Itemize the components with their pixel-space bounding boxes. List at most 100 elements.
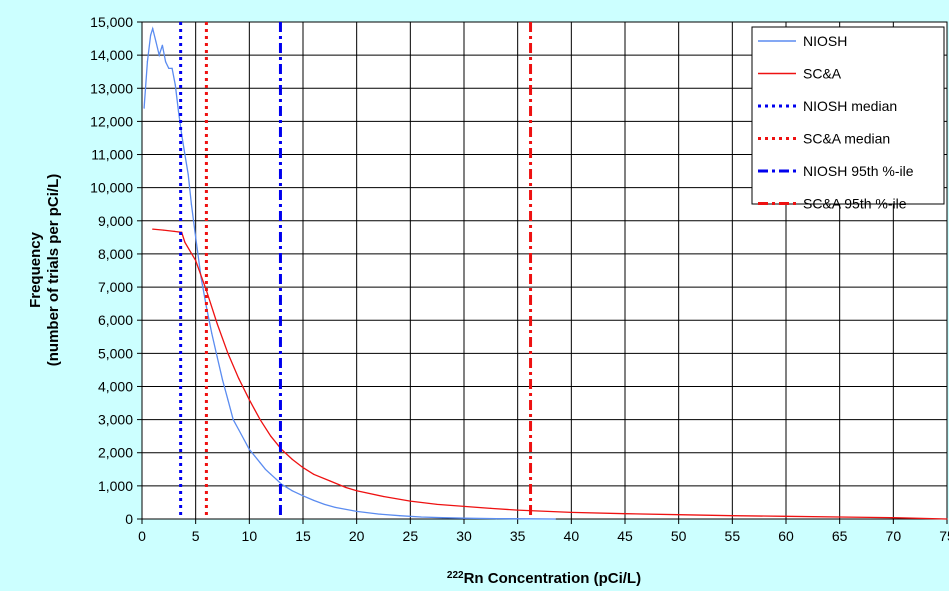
series-niosh-point (291, 490, 293, 492)
legend-label-niosh-median: NIOSH median (803, 98, 897, 114)
series-scanda-point (382, 495, 385, 498)
y-axis-ticks: 0 1,000 2,000 3,000 4,000 5,000 6,000 7,000 8,00… (90, 14, 142, 527)
series-niosh-point (313, 499, 315, 502)
series-scanda-point (313, 473, 315, 475)
series-niosh-point (174, 84, 176, 86)
y-tick-label: 2,000 (98, 445, 133, 461)
y-tick-label: 15,000 (90, 14, 133, 30)
series-scanda-point (624, 513, 626, 515)
series-niosh-point (527, 518, 530, 520)
series-scanda-point (892, 517, 894, 519)
series-niosh-point (227, 399, 229, 401)
x-axis-title-main: Rn Concentration (pCi/L) (464, 570, 641, 587)
series-niosh-point (243, 438, 245, 441)
x-tick-label: 30 (456, 528, 472, 544)
series-niosh-point (420, 516, 422, 518)
series-scanda-point (356, 490, 358, 492)
y-tick-label: 7,000 (98, 279, 133, 295)
y-tick-label: 3,000 (98, 412, 133, 428)
series-scanda-point (259, 419, 261, 421)
series-niosh-point (248, 448, 250, 451)
x-tick-label: 35 (510, 528, 526, 544)
x-axis-title-superscript: 222 (447, 570, 464, 581)
x-tick-label: 0 (138, 528, 146, 544)
series-niosh-point (187, 173, 189, 176)
legend-label-scanda-median: SC&A median (803, 131, 890, 147)
series-scanda-point (162, 229, 165, 231)
series-niosh-point (195, 236, 197, 238)
x-tick-label: 60 (778, 528, 794, 544)
grid (141, 21, 948, 520)
series-scanda-point (946, 518, 948, 520)
series-niosh-point (184, 153, 186, 156)
series-scanda-point (345, 486, 347, 489)
y-tick-label: 5,000 (98, 345, 133, 361)
legend-box (751, 26, 945, 205)
y-tick-label: 1,000 (98, 478, 133, 494)
series-scanda-point (227, 352, 229, 354)
series-scanda-point (490, 507, 492, 509)
series-niosh-point (149, 34, 152, 36)
series-niosh-point (152, 28, 154, 30)
x-tick-label: 5 (192, 528, 200, 544)
series-niosh-point (161, 44, 163, 46)
series-scanda-point (463, 505, 465, 508)
series-scanda-point (216, 322, 218, 325)
series-niosh-point (270, 473, 272, 475)
series-layer (143, 22, 948, 520)
series-niosh-point (302, 495, 304, 497)
series-scanda-point (238, 377, 240, 379)
series-niosh-point (168, 67, 170, 69)
series-scanda-point (839, 516, 841, 518)
x-tick-label: 70 (886, 528, 902, 544)
y-tick-label: 11,000 (91, 147, 133, 163)
series-niosh-point (177, 110, 180, 113)
series-scanda-point (195, 259, 197, 262)
series-scanda-point (517, 509, 519, 511)
y-tick-label: 0 (125, 511, 133, 527)
x-axis-title: 222Rn Concentration (pCi/L) (447, 570, 641, 587)
series-niosh-point (463, 517, 465, 519)
series-niosh-point (165, 61, 167, 63)
series-scanda-line (152, 228, 948, 520)
legend-label-scanda: SC&A (803, 66, 842, 82)
series-scanda-point (173, 230, 175, 233)
series-niosh-point (190, 203, 192, 205)
y-tick-label: 14,000 (90, 47, 133, 63)
y-tick-label: 8,000 (98, 246, 133, 262)
y-tick-label: 12,000 (90, 113, 133, 129)
series-niosh-point (211, 332, 213, 335)
series-niosh-point (275, 478, 277, 480)
series-scanda-point (678, 514, 680, 516)
y-axis-title-line1: Frequency (27, 231, 44, 308)
y-tick-label: 10,000 (90, 180, 133, 196)
x-tick-label: 25 (403, 528, 419, 544)
series-scanda-point (436, 503, 438, 506)
x-tick-label: 10 (242, 528, 258, 544)
series-niosh-point (264, 468, 267, 470)
x-tick-label: 55 (725, 528, 741, 544)
y-tick-label: 6,000 (98, 312, 133, 328)
series-niosh-point (146, 61, 148, 63)
series-scanda-point (152, 228, 154, 230)
series-niosh-point (377, 513, 379, 515)
series-niosh-point (495, 518, 497, 520)
series-niosh-point (221, 379, 224, 381)
y-axis-title-line2: (number of trials per pCi/L) (45, 174, 62, 367)
series-scanda-point (302, 467, 304, 469)
series-niosh-point (323, 503, 326, 506)
series-niosh-point (334, 506, 336, 509)
series-scanda-point (270, 435, 272, 437)
series-niosh-point (441, 517, 444, 519)
x-tick-label: 65 (832, 528, 848, 544)
series-niosh-point (356, 510, 358, 512)
series-niosh-point (254, 455, 256, 457)
series-scanda-point (248, 399, 250, 401)
series-scanda-point (570, 511, 572, 513)
series-niosh-point (399, 515, 401, 517)
x-tick-label: 40 (564, 528, 580, 544)
x-tick-label: 50 (671, 528, 687, 544)
legend-label-scanda-95th-ile: SC&A 95th %-ile (803, 196, 907, 212)
series-scanda-point (785, 515, 787, 517)
